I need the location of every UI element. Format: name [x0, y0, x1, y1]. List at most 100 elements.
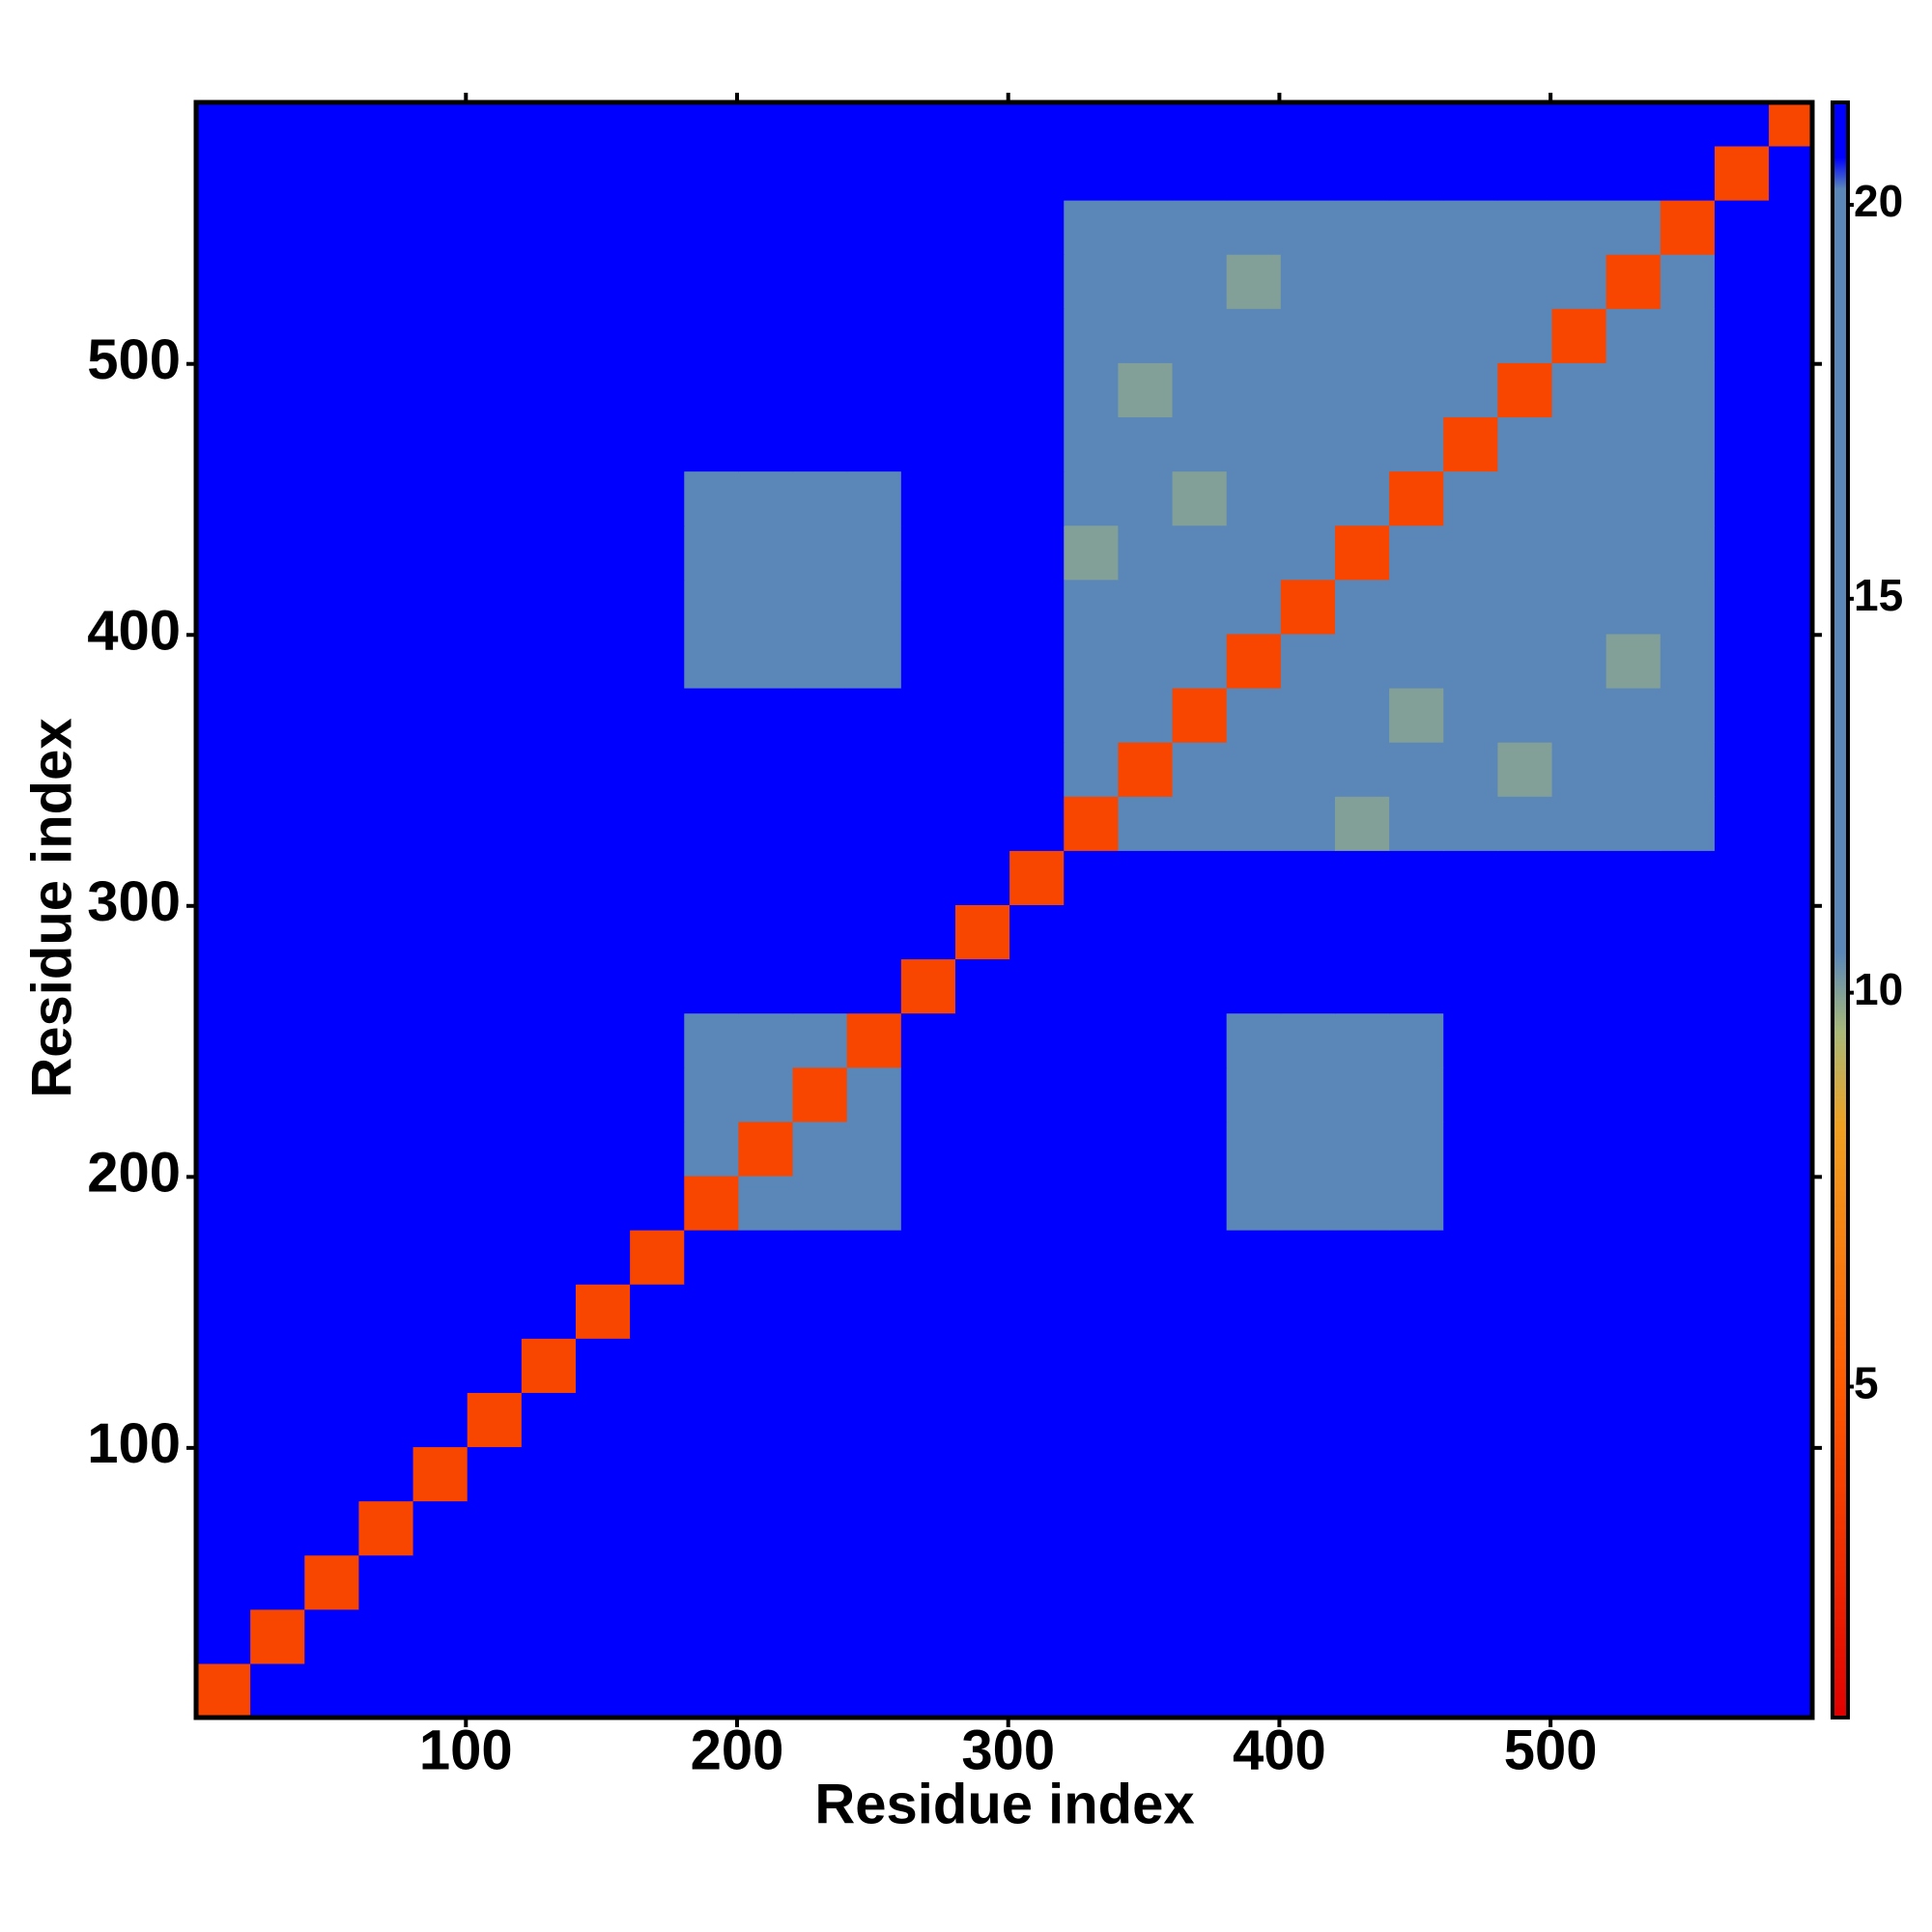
- heatmap-cell: [521, 362, 577, 418]
- heatmap-cell: [630, 579, 685, 635]
- heatmap-cell: [1334, 199, 1390, 255]
- heatmap-cell: [304, 102, 360, 147]
- heatmap-cell: [521, 199, 577, 255]
- heatmap-cell: [1118, 1230, 1174, 1285]
- heatmap-cell: [1334, 850, 1390, 905]
- heatmap-cell: [1009, 416, 1065, 472]
- heatmap-cell: [900, 1012, 956, 1068]
- heatmap-cell: [1443, 1662, 1498, 1719]
- heatmap-cell: [1064, 1554, 1119, 1610]
- heatmap-cell: [1443, 796, 1498, 851]
- heatmap-cell: [1226, 850, 1282, 905]
- heatmap-cell: [1660, 254, 1716, 309]
- heatmap-cell: [1769, 850, 1813, 905]
- heatmap-cell: [792, 1662, 848, 1719]
- heatmap-cell: [412, 1121, 469, 1177]
- heatmap-cell: [1769, 470, 1813, 526]
- heatmap-cell: [1118, 470, 1174, 526]
- heatmap-cell: [738, 145, 794, 201]
- colorbar-tick-label: 5: [1854, 1358, 1879, 1408]
- heatmap-cell: [900, 904, 956, 960]
- heatmap-cell: [1605, 1500, 1662, 1556]
- heatmap-cell: [467, 1012, 523, 1068]
- heatmap-cell: [1280, 145, 1336, 201]
- heatmap-cell: [1009, 633, 1065, 689]
- heatmap-cell: [900, 254, 956, 309]
- heatmap-cell: [1009, 145, 1065, 201]
- heatmap-cell: [1660, 687, 1716, 743]
- heatmap-cell: [467, 1230, 523, 1285]
- heatmap-cell: [684, 525, 740, 581]
- heatmap-cell: [196, 958, 251, 1014]
- heatmap-cell: [412, 308, 469, 363]
- heatmap-cell: [630, 525, 685, 581]
- heatmap-cell: [358, 1284, 414, 1339]
- heatmap-cell: [575, 416, 631, 472]
- heatmap-cell: [1389, 1500, 1444, 1556]
- heatmap-cell: [1605, 1175, 1662, 1231]
- heatmap-cell: [1118, 1446, 1174, 1502]
- heatmap-cell: [1226, 1446, 1282, 1502]
- heatmap-cell: [1497, 1392, 1553, 1448]
- heatmap-cell: [412, 850, 469, 905]
- heatmap-cell: [900, 796, 956, 851]
- heatmap-cell: [250, 1662, 305, 1719]
- heatmap-cell: [304, 633, 360, 689]
- heatmap-cell: [1714, 742, 1770, 797]
- heatmap-cell: [684, 1230, 740, 1285]
- heatmap-cell: [1172, 1230, 1228, 1285]
- heatmap-cell: [630, 145, 685, 201]
- heatmap-cell: [900, 1662, 956, 1719]
- heatmap-cell: [1009, 742, 1065, 797]
- heatmap-cell: [1497, 1012, 1553, 1068]
- heatmap-cell: [954, 308, 1010, 363]
- heatmap-cell: [358, 199, 414, 255]
- heatmap-cell: [521, 1608, 577, 1664]
- heatmap-cell: [1280, 958, 1336, 1014]
- heatmap-cell: [1605, 796, 1662, 851]
- heatmap-cell: [521, 796, 577, 851]
- heatmap-cell: [1280, 470, 1336, 526]
- heatmap-cell: [1226, 1608, 1282, 1664]
- heatmap-cell: [1443, 1608, 1498, 1664]
- y-tick-label: 200: [87, 1142, 181, 1205]
- heatmap-cell: [521, 1338, 577, 1393]
- heatmap-cell: [954, 1066, 1010, 1122]
- heatmap-cell: [738, 850, 794, 905]
- heatmap-cell: [575, 958, 631, 1014]
- heatmap-cell: [358, 1554, 414, 1610]
- heatmap-cell: [1172, 416, 1228, 472]
- heatmap-cell: [1605, 470, 1662, 526]
- heatmap-cell: [358, 904, 414, 960]
- heatmap-cell: [250, 1500, 305, 1556]
- heatmap-cell: [575, 1662, 631, 1719]
- heatmap-cell: [1334, 254, 1390, 309]
- heatmap-cell: [412, 579, 469, 635]
- heatmap-cell: [196, 102, 251, 147]
- heatmap-cell: [900, 145, 956, 201]
- heatmap-cell: [412, 1392, 469, 1448]
- heatmap-cell: [792, 579, 848, 635]
- heatmap-cell: [954, 1175, 1010, 1231]
- heatmap-cell: [630, 254, 685, 309]
- heatmap-cell: [575, 633, 631, 689]
- heatmap-cell: [1334, 742, 1390, 797]
- heatmap-cell: [1660, 850, 1716, 905]
- heatmap-cell: [1389, 1662, 1444, 1719]
- heatmap-cell: [1714, 525, 1770, 581]
- heatmap-cell: [1769, 1121, 1813, 1177]
- heatmap-cell: [1334, 416, 1390, 472]
- heatmap-cell: [1389, 633, 1444, 689]
- heatmap-cell: [304, 742, 360, 797]
- heatmap-cell: [575, 1230, 631, 1285]
- heatmap-cell: [1389, 1012, 1444, 1068]
- heatmap-cell: [1605, 1066, 1662, 1122]
- heatmap-cell: [1064, 1662, 1119, 1719]
- heatmap-cell: [1714, 958, 1770, 1014]
- heatmap-cell: [358, 1662, 414, 1719]
- heatmap-cell: [1551, 470, 1607, 526]
- heatmap-cell: [1389, 470, 1444, 526]
- heatmap-cell: [1172, 687, 1228, 743]
- heatmap-cell: [900, 633, 956, 689]
- heatmap-cell: [684, 1121, 740, 1177]
